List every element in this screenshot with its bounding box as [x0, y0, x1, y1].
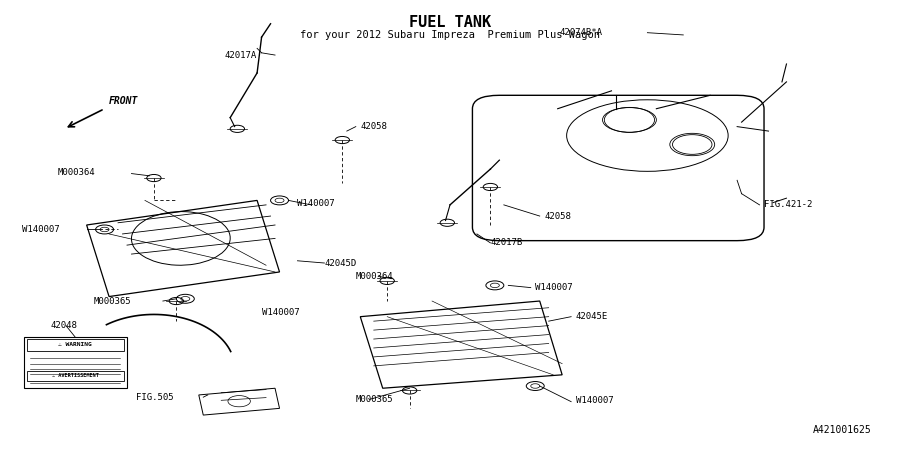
Text: A421001625: A421001625 — [813, 425, 872, 435]
Text: FIG.505: FIG.505 — [136, 393, 174, 402]
Text: 42017A: 42017A — [225, 50, 257, 59]
Text: M000364: M000364 — [58, 168, 95, 177]
Text: W140007: W140007 — [536, 283, 573, 292]
Text: 42045E: 42045E — [576, 312, 608, 321]
FancyBboxPatch shape — [23, 337, 127, 388]
Text: M000365: M000365 — [94, 297, 131, 306]
Text: 42074B*A: 42074B*A — [560, 28, 602, 37]
Text: W140007: W140007 — [298, 199, 335, 208]
Text: W140007: W140007 — [262, 308, 299, 317]
Text: ⚠ WARNING: ⚠ WARNING — [58, 342, 92, 347]
Text: for your 2012 Subaru Impreza  Premium Plus Wagon: for your 2012 Subaru Impreza Premium Plu… — [300, 31, 600, 40]
Text: 42058: 42058 — [360, 122, 387, 131]
Text: ⚠ AVERTISSEMENT: ⚠ AVERTISSEMENT — [51, 373, 98, 378]
Text: FRONT: FRONT — [109, 96, 139, 106]
Text: FIG.421-2: FIG.421-2 — [764, 200, 813, 209]
Text: M000364: M000364 — [356, 272, 393, 281]
Text: 42045D: 42045D — [324, 258, 356, 267]
Text: 42048: 42048 — [50, 321, 77, 330]
Text: W140007: W140007 — [576, 396, 613, 405]
Text: M000365: M000365 — [356, 395, 393, 404]
Text: 42017B: 42017B — [491, 238, 523, 248]
Text: W140007: W140007 — [22, 225, 59, 234]
Text: FUEL TANK: FUEL TANK — [409, 15, 491, 30]
Text: 42058: 42058 — [544, 212, 572, 220]
